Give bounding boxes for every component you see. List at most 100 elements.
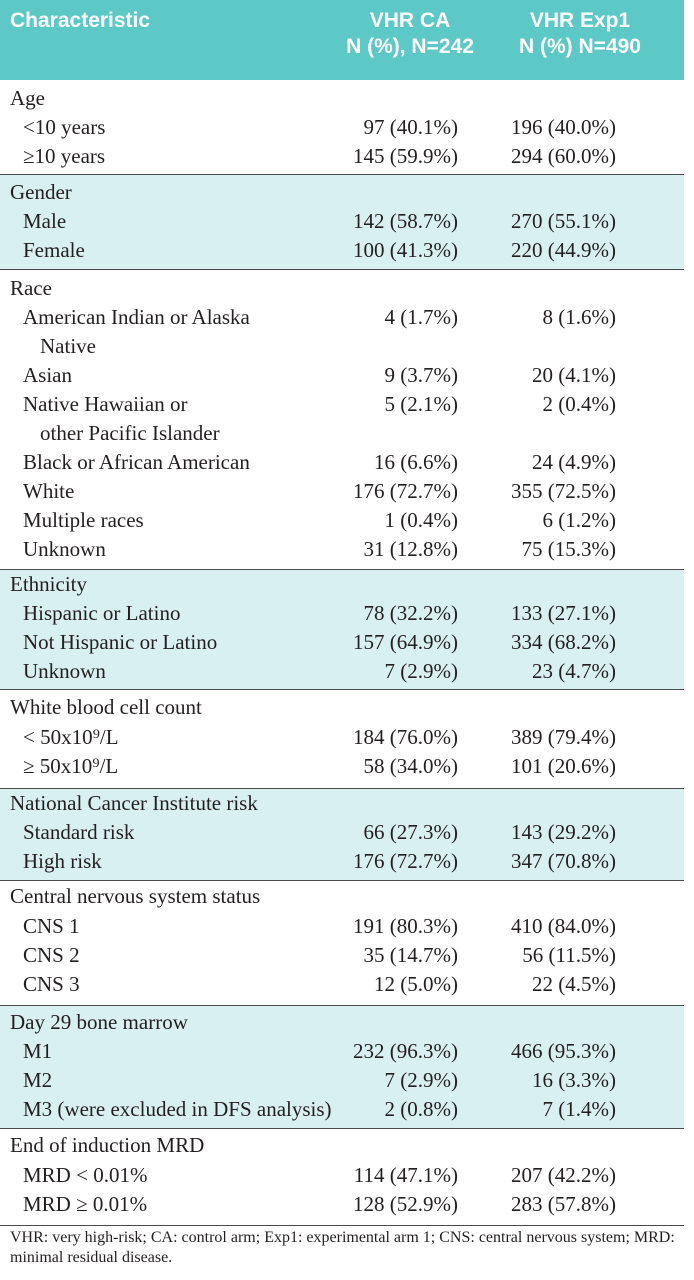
table-row: MRD < 0.01% 114 (47.1%) 207 (42.2%) <box>0 1161 684 1190</box>
section-title-text: Ethnicity <box>10 572 87 596</box>
section-age: Age <10 years 97 (40.1%) 196 (40.0%) ≥10 y… <box>0 80 684 174</box>
header-vhr-ca-n: N (%), N=242 <box>346 35 474 58</box>
value-exp1: 347 (70.8%) <box>511 849 616 873</box>
value-exp1: 75 (15.3%) <box>521 537 616 561</box>
row-label: White <box>23 479 75 503</box>
section-day29-bone-marrow: Day 29 bone marrow M1 232 (96.3%) 466 (95.… <box>0 1005 684 1128</box>
value-exp1: 133 (27.1%) <box>511 601 616 625</box>
table-row: American Indian or Alaska 4 (1.7%) 8 (1.6%… <box>0 303 684 332</box>
section-title: Gender <box>0 178 684 207</box>
table-row-continuation: Native <box>0 332 684 361</box>
table-row: ≥10 years 145 (59.9%) 294 (60.0%) <box>0 142 684 171</box>
row-label: Standard risk <box>23 820 135 844</box>
value-ca: 128 (52.9%) <box>353 1192 458 1216</box>
table-row: MRD ≥ 0.01% 128 (52.9%) 283 (57.8%) <box>0 1190 684 1219</box>
row-label: American Indian or Alaska <box>23 305 250 329</box>
row-label: High risk <box>23 849 102 873</box>
value-ca: 78 (32.2%) <box>363 601 458 625</box>
section-title-text: Day 29 bone marrow <box>10 1010 188 1034</box>
value-ca: 31 (12.8%) <box>363 537 458 561</box>
table-row: Standard risk 66 (27.3%) 143 (29.2%) <box>0 818 684 847</box>
table-row: Male 142 (58.7%) 270 (55.1%) <box>0 207 684 236</box>
row-label: CNS 3 <box>23 972 80 996</box>
value-exp1: 16 (3.3%) <box>532 1068 616 1092</box>
value-ca: 97 (40.1%) <box>363 115 458 139</box>
table-row: Black or African American 16 (6.6%) 24 (4.… <box>0 448 684 477</box>
header-vhr-ca-title: VHR CA <box>369 9 451 32</box>
section-title: National Cancer Institute risk <box>0 789 684 818</box>
table-row: CNS 1 191 (80.3%) 410 (84.0%) <box>0 912 684 941</box>
section-title-text: National Cancer Institute risk <box>10 791 258 815</box>
value-exp1: 20 (4.1%) <box>532 363 616 387</box>
table-row: Unknown 7 (2.9%) 23 (4.7%) <box>0 657 684 686</box>
value-exp1: 7 (1.4%) <box>542 1097 616 1121</box>
value-ca: 2 (0.8%) <box>384 1097 458 1121</box>
value-exp1: 334 (68.2%) <box>511 630 616 654</box>
value-ca: 5 (2.1%) <box>384 392 458 416</box>
section-title-text: Central nervous system status <box>10 884 261 908</box>
row-label: M3 (were excluded in DFS analysis) <box>23 1097 332 1121</box>
table-row-continuation: other Pacific Islander <box>0 419 684 448</box>
value-exp1: 56 (11.5%) <box>522 943 616 967</box>
section-gender: Gender Male 142 (58.7%) 270 (55.1%) Female… <box>0 174 684 269</box>
section-title-text: Gender <box>10 180 72 204</box>
value-ca: 184 (76.0%) <box>353 725 458 749</box>
value-ca: 66 (27.3%) <box>363 820 458 844</box>
value-exp1: 466 (95.3%) <box>511 1039 616 1063</box>
row-label: M2 <box>23 1068 53 1092</box>
row-label: Black or African American <box>23 450 250 474</box>
value-exp1: 101 (20.6%) <box>511 754 616 778</box>
table-row: Multiple races 1 (0.4%) 6 (1.2%) <box>0 506 684 535</box>
row-label: ≥ 50x10⁹/L <box>23 754 119 778</box>
table-row: High risk 176 (72.7%) 347 (70.8%) <box>0 847 684 876</box>
value-exp1: 207 (42.2%) <box>511 1163 616 1187</box>
header-vhr-ca: VHR CA N (%), N=242 <box>340 8 480 60</box>
row-label: Native Hawaiian or <box>23 392 188 416</box>
value-ca: 145 (59.9%) <box>353 144 458 168</box>
value-exp1: 24 (4.9%) <box>532 450 616 474</box>
value-exp1: 355 (72.5%) <box>511 479 616 503</box>
row-label: < 50x10⁹/L <box>23 725 119 749</box>
value-exp1: 143 (29.2%) <box>511 820 616 844</box>
value-ca: 114 (47.1%) <box>353 1163 458 1187</box>
value-ca: 7 (2.9%) <box>384 1068 458 1092</box>
row-label: MRD ≥ 0.01% <box>23 1192 148 1216</box>
table-row: CNS 2 35 (14.7%) 56 (11.5%) <box>0 941 684 970</box>
section-wbc: White blood cell count < 50x10⁹/L 184 (76… <box>0 689 684 788</box>
row-label: M1 <box>23 1039 53 1063</box>
table-row: White 176 (72.7%) 355 (72.5%) <box>0 477 684 506</box>
table-footnote: VHR: very high-risk; CA: control arm; Ex… <box>10 1229 675 1266</box>
row-label: Multiple races <box>23 508 144 532</box>
value-exp1: 283 (57.8%) <box>511 1192 616 1216</box>
row-label: Unknown <box>23 537 106 561</box>
value-exp1: 270 (55.1%) <box>511 209 616 233</box>
row-label: CNS 1 <box>23 914 80 938</box>
value-ca: 12 (5.0%) <box>374 972 458 996</box>
value-ca: 232 (96.3%) <box>353 1039 458 1063</box>
value-ca: 1 (0.4%) <box>384 508 458 532</box>
table-row: Native Hawaiian or 5 (2.1%) 2 (0.4%) <box>0 390 684 419</box>
value-exp1: 410 (84.0%) <box>511 914 616 938</box>
value-ca: 7 (2.9%) <box>384 659 458 683</box>
section-title: White blood cell count <box>0 693 684 722</box>
table-row: < 50x10⁹/L 184 (76.0%) 389 (79.4%) <box>0 723 684 752</box>
row-label-continuation: Native <box>40 334 96 358</box>
table-row: Hispanic or Latino 78 (32.2%) 133 (27.1%) <box>0 599 684 628</box>
value-ca: 58 (34.0%) <box>363 754 458 778</box>
table-row: <10 years 97 (40.1%) 196 (40.0%) <box>0 113 684 142</box>
value-ca: 35 (14.7%) <box>363 943 458 967</box>
section-nci-risk: National Cancer Institute risk Standard … <box>0 788 684 880</box>
value-ca: 9 (3.7%) <box>384 363 458 387</box>
value-ca: 16 (6.6%) <box>374 450 458 474</box>
row-label: Unknown <box>23 659 106 683</box>
value-ca: 100 (41.3%) <box>353 238 458 262</box>
table-row: Asian 9 (3.7%) 20 (4.1%) <box>0 361 684 390</box>
header-vhr-exp1: VHR Exp1 N (%) N=490 <box>505 8 655 60</box>
value-exp1: 389 (79.4%) <box>511 725 616 749</box>
value-exp1: 294 (60.0%) <box>511 144 616 168</box>
row-label: Female <box>23 238 85 262</box>
table-row: M3 (were excluded in DFS analysis) 2 (0.8… <box>0 1095 684 1124</box>
row-label-continuation: other Pacific Islander <box>40 421 220 445</box>
section-mrd: End of induction MRD MRD < 0.01% 114 (47.… <box>0 1128 684 1225</box>
